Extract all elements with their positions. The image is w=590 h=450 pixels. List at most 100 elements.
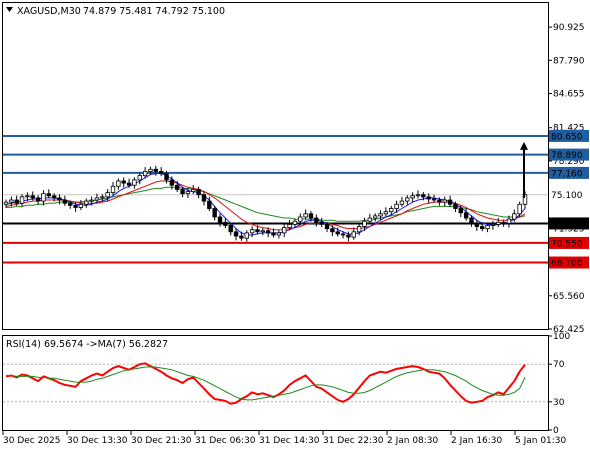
rsi-levels bbox=[3, 363, 548, 403]
candle-body bbox=[490, 223, 496, 226]
candle-body bbox=[463, 212, 469, 219]
candle-body bbox=[447, 199, 453, 205]
level-label-box bbox=[549, 256, 589, 269]
rsi-axis: 100 70 30 0 bbox=[548, 332, 570, 436]
candle-body bbox=[437, 199, 442, 203]
price-tick-label: 65.560 bbox=[553, 292, 585, 302]
rsi-panel-frame bbox=[2, 335, 549, 431]
time-tick-label: 2 Jan 16:30 bbox=[451, 436, 503, 446]
candle-body bbox=[512, 213, 517, 220]
ma-fast-line bbox=[5, 173, 526, 236]
rsi-tick-label: 0 bbox=[553, 426, 559, 436]
candle-body bbox=[485, 225, 490, 230]
candle-body bbox=[303, 213, 308, 218]
candle-body bbox=[73, 204, 78, 208]
level-label: 72.390 bbox=[551, 220, 583, 230]
candle-body bbox=[217, 216, 223, 223]
candle-body bbox=[314, 217, 319, 223]
candle-body bbox=[3, 201, 9, 205]
candle-body bbox=[458, 208, 463, 214]
candle-body bbox=[469, 217, 474, 224]
candle-body bbox=[148, 168, 153, 172]
level-label: 77.160 bbox=[551, 169, 583, 179]
candle-body bbox=[405, 197, 410, 202]
candle-body bbox=[249, 229, 255, 234]
candle-body bbox=[517, 203, 522, 215]
candle-body bbox=[19, 196, 25, 204]
candle-body bbox=[399, 200, 405, 205]
time-tick-label: 5 Jan 01:30 bbox=[515, 436, 567, 446]
candle-body bbox=[233, 231, 239, 237]
candle-body bbox=[164, 173, 169, 181]
level-label-box bbox=[549, 148, 589, 161]
candle-body bbox=[271, 232, 276, 236]
price-panel-frame bbox=[2, 2, 549, 330]
level-label-box bbox=[549, 217, 589, 230]
time-tick-label: 2 Jan 08:30 bbox=[387, 436, 439, 446]
price-tick-label: 78.290 bbox=[553, 157, 585, 167]
candle-body bbox=[287, 223, 292, 228]
level-label-box bbox=[549, 129, 589, 142]
candle-body bbox=[362, 220, 367, 227]
candle-body bbox=[426, 196, 431, 200]
candle-body bbox=[25, 195, 30, 198]
candle-body bbox=[346, 234, 351, 238]
candle-body bbox=[474, 222, 480, 227]
candle-body bbox=[356, 226, 362, 233]
level-label: 68.700 bbox=[551, 259, 583, 269]
rsi-tick-label: 100 bbox=[553, 332, 570, 342]
candle-body bbox=[367, 217, 373, 222]
candle-body bbox=[506, 218, 512, 224]
candle-body bbox=[308, 213, 314, 219]
candle-body bbox=[501, 221, 506, 224]
rsi-lines bbox=[5, 362, 526, 405]
candle-body bbox=[191, 189, 196, 192]
candle-body bbox=[158, 171, 164, 174]
symbol-dropdown-icon[interactable] bbox=[6, 7, 13, 12]
candle-body bbox=[132, 179, 137, 186]
candle-body bbox=[479, 226, 485, 230]
level-label: 70.550 bbox=[551, 239, 583, 249]
candle-body bbox=[137, 175, 142, 181]
candle-body bbox=[196, 189, 201, 196]
candle-body bbox=[410, 195, 415, 199]
rsi-header: RSI(14) 69.5674 ->MA(7) 56.2827 bbox=[6, 339, 168, 350]
time-tick-label: 30 Dec 21:30 bbox=[131, 436, 192, 446]
candle-body bbox=[244, 232, 249, 239]
candle-body bbox=[378, 213, 383, 217]
time-tick-label: 30 Dec 2025 bbox=[3, 436, 61, 446]
candle-body bbox=[383, 211, 389, 215]
candle-body bbox=[223, 221, 228, 226]
candle-body bbox=[431, 198, 437, 201]
time-tick-label: 31 Dec 14:30 bbox=[259, 436, 320, 446]
candle-body bbox=[94, 197, 100, 201]
level-label: 78.890 bbox=[551, 151, 583, 161]
candle-body bbox=[496, 221, 501, 225]
candle-body bbox=[282, 227, 287, 234]
candle-body bbox=[292, 220, 298, 225]
up-arrow bbox=[520, 141, 528, 198]
candle-body bbox=[126, 182, 132, 186]
candle-body bbox=[276, 232, 282, 236]
price-levels bbox=[3, 134, 548, 264]
candle-body bbox=[78, 203, 84, 208]
candle-body bbox=[30, 195, 35, 199]
candle-body bbox=[442, 199, 447, 203]
candle-body bbox=[89, 199, 94, 202]
candle-body bbox=[207, 200, 212, 209]
candle-body bbox=[319, 221, 324, 225]
ohlc-values: 74.879 75.481 74.792 75.100 bbox=[83, 6, 225, 17]
time-tick-label: 30 Dec 13:30 bbox=[67, 436, 128, 446]
price-tick-label: 90.925 bbox=[553, 23, 585, 33]
level-label: 80.650 bbox=[551, 132, 583, 142]
candle-body bbox=[340, 233, 346, 236]
rsi-tick-label: 70 bbox=[553, 360, 565, 370]
candle-body bbox=[68, 202, 73, 206]
candle-body bbox=[46, 193, 52, 197]
candle-body bbox=[372, 215, 378, 219]
time-tick-label: 31 Dec 06:30 bbox=[195, 436, 256, 446]
candle-body bbox=[41, 193, 46, 202]
candle-body bbox=[228, 225, 233, 233]
candle-body bbox=[394, 203, 399, 209]
candle-body bbox=[110, 185, 116, 194]
